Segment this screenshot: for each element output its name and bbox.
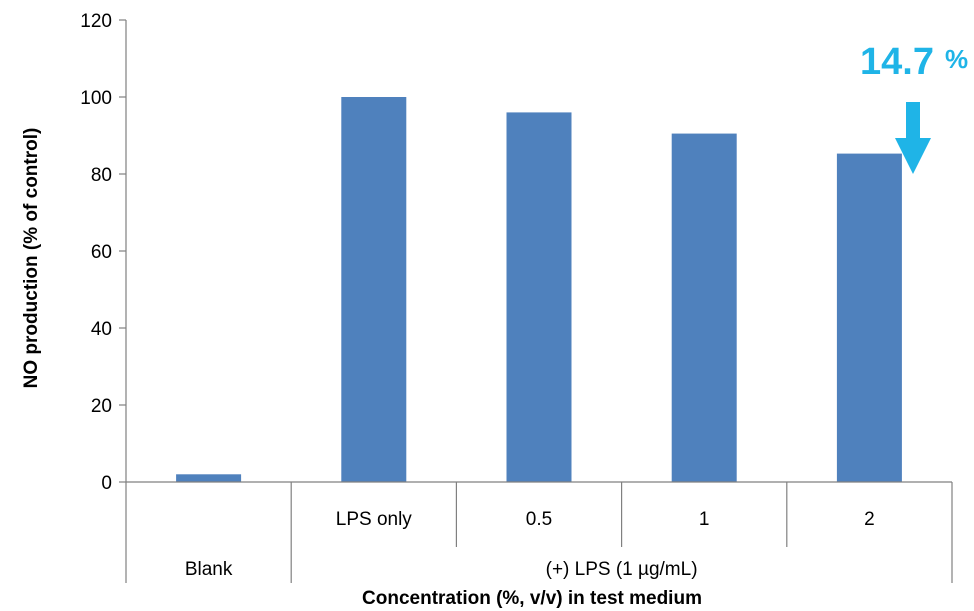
x-axis: Blank (+) LPS (1 µg/mL) LPS only 0.5 1 2 xyxy=(125,481,953,583)
bar-blank xyxy=(176,474,242,482)
bar-1 xyxy=(671,133,737,482)
y-tick-label: 40 xyxy=(91,319,112,340)
reduction-annotation: 14.7 % xyxy=(860,41,968,174)
category-label: 2 xyxy=(864,509,875,530)
y-tick-label: 80 xyxy=(91,165,112,186)
y-axis: 0 20 40 60 80 100 120 xyxy=(80,11,127,494)
bar-2 xyxy=(836,153,902,482)
bar-lps-only xyxy=(341,97,407,482)
bars xyxy=(176,97,902,483)
y-tick-label: 0 xyxy=(101,473,112,494)
y-tick-label: 100 xyxy=(80,88,112,109)
y-axis-title: NO production (% of control) xyxy=(21,128,42,389)
category-label: LPS only xyxy=(336,509,413,530)
category-label: 0.5 xyxy=(526,509,552,530)
group-label: (+) LPS (1 µg/mL) xyxy=(546,559,698,580)
group-label: Blank xyxy=(185,559,233,580)
y-tick-label: 20 xyxy=(91,396,112,417)
y-tick-label: 120 xyxy=(80,11,112,32)
down-arrow-icon xyxy=(895,102,931,174)
y-tick-label: 60 xyxy=(91,242,112,263)
category-label: 1 xyxy=(699,509,710,530)
x-axis-title: Concentration (%, v/v) in test medium xyxy=(362,588,702,609)
bar-0-5 xyxy=(506,112,572,483)
annotation-unit: % xyxy=(945,44,968,74)
annotation-value: 14.7 xyxy=(860,41,934,83)
